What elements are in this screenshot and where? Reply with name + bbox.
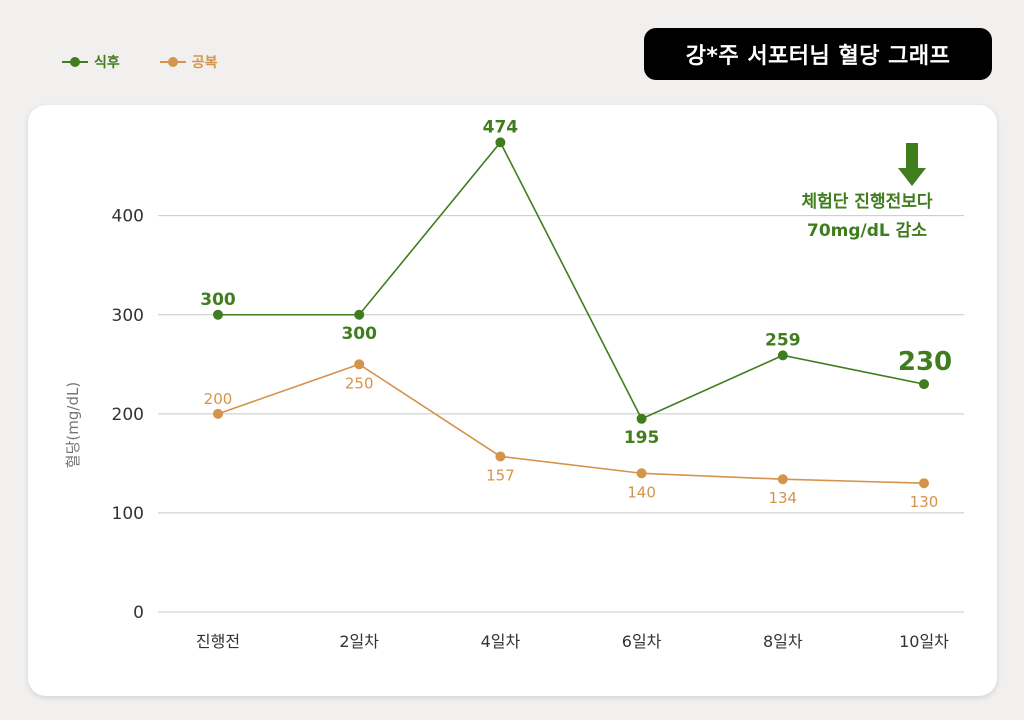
data-label-fasting: 250 (345, 374, 374, 392)
x-tick-label: 2일차 (339, 632, 379, 651)
y-tick-layer: 0 100 200 300 400 (112, 207, 144, 623)
data-label-fasting: 140 (627, 483, 656, 501)
series-fasting: 200 250 157 140 134 130 (204, 359, 939, 511)
annotation-line2: 70mg/dL 감소 (807, 221, 927, 241)
y-tick-label: 100 (112, 504, 144, 524)
legend-swatch-fasting (159, 57, 186, 67)
data-point-after-meal (636, 413, 647, 424)
legend-label-after-meal: 식후 (94, 55, 120, 71)
down-arrow-icon (898, 143, 926, 186)
y-tick-label: 300 (112, 306, 144, 326)
annotation-line1: 체험단 진행전보다 (801, 191, 932, 212)
data-label-after-meal: 230 (898, 347, 952, 377)
data-point-fasting (636, 468, 647, 479)
data-point-fasting (495, 451, 506, 462)
legend-swatch-after-meal (62, 57, 88, 67)
data-point-fasting (213, 408, 223, 419)
data-label-after-meal: 300 (200, 290, 236, 310)
legend: 식후 공복 (62, 52, 218, 72)
y-tick-label: 0 (133, 603, 144, 623)
data-label-after-meal: 195 (624, 428, 660, 448)
legend-label-fasting: 공복 (191, 55, 218, 71)
y-tick-label: 400 (112, 207, 144, 227)
x-tick-label: 6일차 (622, 632, 662, 651)
data-label-fasting: 130 (910, 493, 939, 511)
chart-title: 강*주 서포터님 혈당 그래프 (644, 28, 992, 80)
annotation: 체험단 진행전보다 70mg/dL 감소 (801, 143, 933, 241)
data-label-after-meal: 474 (483, 117, 519, 137)
data-label-fasting: 200 (204, 390, 233, 408)
legend-item-after-meal: 식후 (62, 52, 120, 72)
data-point-fasting (354, 359, 365, 370)
data-label-after-meal: 259 (765, 330, 801, 350)
data-point-fasting (777, 474, 788, 485)
data-point-after-meal (213, 309, 223, 320)
x-tick-label: 8일차 (763, 632, 803, 651)
legend-item-fasting: 공복 (159, 52, 218, 72)
series-layer: 300 300 474 195 259 230 200 250 157 140 134 130 (200, 117, 952, 511)
chart-card (28, 105, 997, 696)
x-tick-label: 4일차 (481, 632, 521, 651)
data-point-after-meal (777, 350, 788, 361)
data-point-after-meal (919, 379, 929, 390)
grid-layer (158, 215, 964, 613)
data-point-after-meal (495, 137, 506, 148)
series-line-fasting (217, 363, 925, 484)
series-line-after-meal (218, 140, 925, 420)
data-point-after-meal (354, 309, 365, 320)
data-label-fasting: 134 (768, 489, 797, 507)
data-label-after-meal: 300 (341, 324, 377, 344)
data-point-fasting (919, 478, 929, 489)
x-tick-label: 10일차 (899, 632, 949, 651)
series-after-meal: 300 300 474 195 259 230 (200, 117, 952, 447)
x-tick-label: 진행전 (196, 632, 240, 651)
x-tick-layer: 진행전 2일차 4일차 6일차 8일차 10일차 (196, 632, 949, 651)
y-tick-label: 200 (112, 405, 144, 425)
y-axis-label: 혈당(mg/dL) (64, 382, 82, 468)
data-label-fasting: 157 (486, 466, 515, 484)
